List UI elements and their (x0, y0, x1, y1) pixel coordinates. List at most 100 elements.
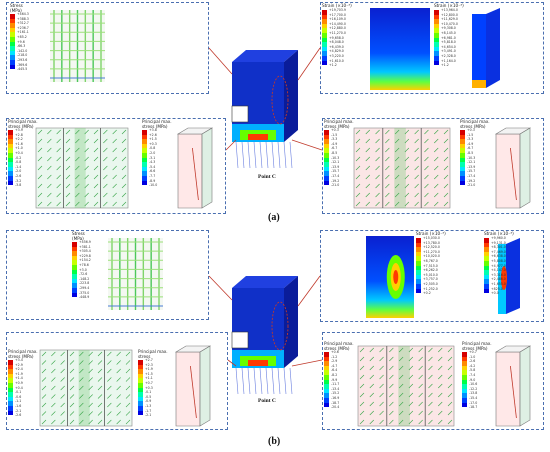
b-vector-left-vector (41, 368, 47, 374)
b-model-rebar (289, 367, 293, 395)
legend-color-step (322, 33, 327, 38)
legend-value: +2,505.0 (423, 282, 438, 286)
legend-value: -17.0 (469, 400, 478, 405)
a-model-rebar (289, 141, 293, 169)
legend-color-step (416, 265, 421, 271)
a-strain-legend-side: Strain (×10⁻³) +13,964.0 +12,800.0 +11,629.… (434, 3, 464, 67)
a-vector-left-vector (121, 183, 127, 189)
a-callout-right (291, 139, 323, 151)
b-vector-right-vector (428, 410, 433, 416)
b-vector-right-vector (398, 392, 404, 398)
a-vector-left-vector (37, 192, 43, 198)
legend-value: +9.6 (17, 39, 25, 44)
legend-value: +5,808.0 (491, 259, 506, 263)
legend-color-step (142, 176, 147, 181)
legend-color-step (484, 265, 489, 271)
legend-value: +456.9 (79, 240, 91, 244)
a-vector-left-vector (121, 165, 127, 171)
b-vector-left-vector (79, 385, 84, 391)
b-vector-right-vector (379, 401, 384, 407)
a-vector-right-vector (424, 174, 429, 180)
b-vector-right-vector (359, 356, 365, 362)
a-vector-right-vector (355, 183, 361, 189)
legend-color-step (484, 288, 489, 294)
a-vector-right-vector (375, 201, 380, 207)
legend-color-step (416, 261, 421, 266)
a-model-rebar (247, 141, 251, 169)
b-model-point-c (271, 301, 289, 351)
legend-value: -9.9 (331, 377, 338, 382)
legend-color-step (138, 401, 143, 406)
a-vector-left-vector (37, 129, 43, 135)
legend-value: +13,964.0 (441, 8, 458, 12)
legend-value: -4.9 (467, 141, 474, 146)
a-vector-left-vector (56, 174, 61, 180)
b-vector-left-vector (60, 377, 65, 382)
legend-color-step (462, 379, 467, 385)
a-vector-right-vector (443, 129, 449, 135)
a-callout-left (225, 139, 237, 151)
a-vector-left-vector (47, 129, 52, 135)
legend-value: +19,703.9 (329, 8, 346, 12)
legend-color-step (324, 153, 329, 158)
b-vector-right-vector (389, 410, 394, 416)
b-vector-right-core (398, 346, 410, 426)
legend-color-step (142, 157, 147, 163)
a-vector-left-vector (103, 165, 108, 171)
a-vector-left-vector (75, 201, 80, 207)
a-vector-right-vector (414, 174, 419, 180)
b-vector-right-vector (359, 383, 365, 389)
legend-color-step (462, 361, 467, 366)
b-vector-left-vector (60, 402, 65, 408)
legend-color-step (434, 46, 439, 52)
a-vector-right-vector (434, 174, 439, 180)
a-vector-left-vector (93, 201, 99, 207)
a-vector-left-vector (47, 201, 52, 207)
legend-color-step (72, 269, 77, 275)
a-vector-right-vector (424, 183, 429, 189)
legend-color-step (324, 180, 329, 186)
b-vector-left-vector (107, 402, 112, 408)
legend-value: +0.2 (423, 291, 431, 296)
b-vector-right-vector (447, 410, 453, 416)
a-vector-left-vector (75, 147, 80, 153)
b-vector-left-vector (69, 411, 75, 416)
legend-color-step (484, 247, 489, 252)
a-vector-left-vector (37, 138, 43, 144)
legend-value: +10,020.0 (423, 254, 440, 259)
a-vector-left-vector (93, 156, 99, 162)
b-vector-right-vector (398, 347, 404, 353)
legend-value: -13.4 (331, 386, 340, 391)
b-vector-left-vector (79, 394, 84, 399)
a-vector-left-vector (65, 129, 71, 135)
b-vector-left-vector (125, 411, 131, 416)
legend-value: +1.2 (329, 63, 337, 68)
b-vector-right-vector (428, 392, 433, 398)
legend-value: +5,010.0 (423, 272, 438, 277)
a-vector-right-vector (355, 174, 361, 180)
b-vector-right-vector (398, 419, 404, 425)
b-vector-left-vector (60, 419, 65, 425)
a-vector-left-vector (47, 147, 52, 153)
legend-color-step (434, 37, 439, 43)
legend-color-step (460, 162, 465, 167)
b-column-right-crack (510, 365, 517, 419)
b-callout-right (291, 359, 323, 367)
legend-color-step (8, 148, 13, 153)
b-vector-right-vector (438, 374, 443, 380)
a-vector-left-vector (112, 147, 117, 153)
legend-value: -15.2 (331, 391, 340, 396)
b-vector-right-vector (408, 347, 414, 353)
a-vector-right-vector (365, 156, 370, 162)
legend-value: +2,486.0 (491, 277, 506, 282)
a-strain-legend-front: Strain (×10⁻³) +19,703.9 +17,700.0 +16,109.… (322, 3, 352, 67)
legend-value: +3.4 (15, 358, 23, 362)
legend-color-step (8, 180, 13, 186)
b-model-rebar (235, 367, 239, 395)
a-model-base-peak (248, 134, 268, 140)
legend-color-step (484, 284, 489, 289)
b-callout-strain (297, 275, 321, 307)
legend-color-step (460, 134, 465, 140)
legend-color-step (8, 401, 13, 406)
a-vector-left-vector (47, 174, 52, 180)
